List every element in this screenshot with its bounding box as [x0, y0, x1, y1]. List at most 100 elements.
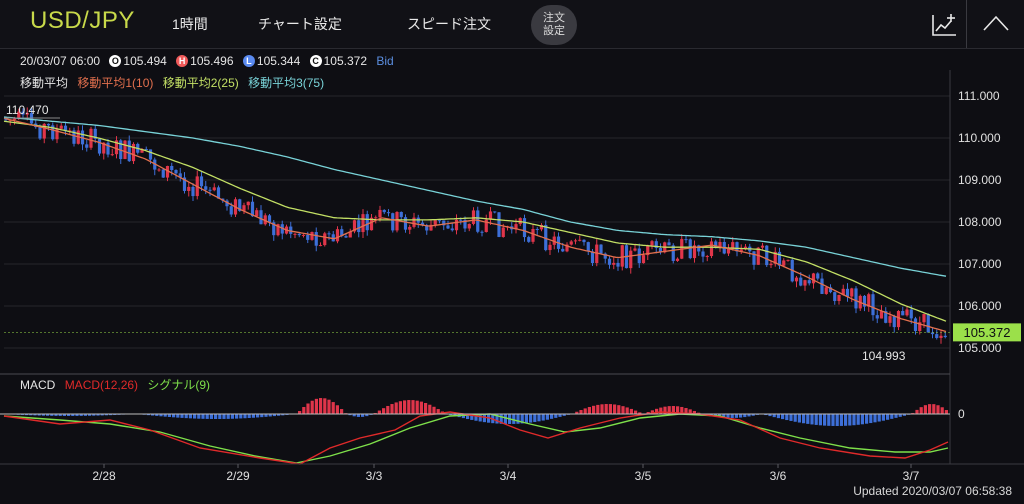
speed-order-button[interactable]: スピード注文 — [407, 16, 491, 32]
macd-hist-bar — [415, 400, 419, 414]
candle-body — [102, 142, 106, 154]
macd-hist-bar — [46, 414, 50, 416]
candle-body — [17, 111, 21, 119]
candle-body — [535, 228, 539, 230]
macd-hist-bar — [146, 414, 150, 416]
macd-hist-bar — [62, 414, 66, 416]
close-badge: C — [309, 55, 322, 67]
macd-hist-bar — [596, 404, 600, 414]
candle-body — [459, 219, 463, 221]
macd-hist-bar — [877, 414, 881, 422]
macd-hist-bar — [655, 408, 659, 414]
macd-hist-bar — [810, 414, 814, 425]
candle-body — [578, 239, 582, 241]
candle-body — [905, 309, 909, 316]
candle-body — [182, 177, 187, 191]
macd-hist-bar — [940, 407, 944, 414]
macd-hist-bar — [747, 414, 751, 417]
candle-body — [850, 288, 854, 297]
candle-body — [816, 273, 820, 279]
macd-hist-bar — [155, 414, 159, 416]
macd-hist-bar — [650, 410, 654, 414]
candle-body — [42, 123, 46, 139]
macd-hist-bar — [592, 405, 596, 414]
candle-body — [739, 249, 743, 252]
candle-body — [382, 209, 386, 213]
candle-body — [493, 211, 497, 213]
macd-hist-bar — [109, 414, 113, 416]
macd-hist-bar — [163, 414, 167, 417]
candle-body — [361, 214, 365, 233]
macd-hist-bar — [613, 404, 617, 414]
candle-body — [301, 234, 306, 236]
macd-hist-bar — [54, 414, 58, 416]
currency-pair-label[interactable]: USD/JPY — [30, 7, 135, 34]
high-annotation: 110.470 — [6, 103, 49, 117]
macd-hist-bar — [860, 414, 864, 425]
ma3-line — [3, 116, 947, 277]
candle-body — [208, 189, 212, 191]
macd-hist-bar — [79, 414, 83, 416]
candle-body — [110, 154, 114, 156]
candle-body — [828, 287, 833, 293]
order-settings-button[interactable]: 注文 設定 — [531, 5, 577, 45]
candle-body — [246, 201, 250, 206]
macd-hist-bar — [180, 414, 184, 418]
current-price-badge — [953, 323, 1021, 342]
macd-hist-bar — [184, 414, 188, 419]
candle-body — [174, 170, 178, 174]
macd-hist-bar — [776, 414, 780, 419]
indicator-add-icon[interactable] — [930, 12, 958, 38]
macd-hist-bar — [550, 414, 554, 419]
bar-datetime: 20/03/07 06:00 — [20, 54, 101, 68]
candle-body — [85, 144, 89, 148]
candle-body — [544, 224, 548, 251]
candle-body — [582, 239, 586, 243]
price-chart[interactable]: 111.000 110.000 109.000 108.000 107.000 106.0… — [0, 70, 1024, 484]
candle-body — [709, 241, 714, 257]
date-axis-label: 2/29 — [226, 469, 250, 483]
timeframe-button[interactable]: 1時間 — [172, 16, 208, 32]
candle-body — [675, 258, 680, 261]
macd-hist-bar — [520, 414, 524, 424]
candle-body — [170, 165, 174, 171]
ma2-legend: 移動平均2(25) — [162, 76, 239, 90]
macd-hist-bar — [751, 414, 755, 416]
moving-average-legend: 移動平均 移動平均1(10) 移動平均2(25) 移動平均3(75) — [20, 74, 330, 91]
macd-hist-bar — [407, 400, 411, 414]
candle-body — [637, 248, 641, 264]
price-axis-label: 105.000 — [958, 341, 1002, 355]
candle-body — [697, 245, 701, 252]
macd-hist-bar — [92, 414, 96, 416]
candle-body — [612, 262, 616, 265]
macd-hist-bar — [172, 414, 176, 418]
macd-hist-bar — [461, 414, 465, 419]
candle-body — [735, 242, 739, 252]
candle-body — [684, 239, 688, 241]
chart-settings-button[interactable]: チャート設定 — [258, 16, 342, 32]
candle-body — [501, 227, 505, 237]
macd-hist-bar — [797, 414, 801, 423]
candle-body — [692, 245, 697, 259]
candle-body — [841, 288, 845, 295]
candle-body — [59, 125, 63, 129]
candle-body — [386, 212, 391, 214]
macd-hist-bar — [806, 414, 810, 424]
high-value: 105.496 — [190, 54, 234, 68]
candle-body — [293, 233, 297, 235]
macd-line — [3, 411, 949, 465]
macd-hist-bar — [537, 414, 541, 422]
macd-hist-bar — [617, 405, 621, 414]
macd-hist-bar — [100, 414, 104, 416]
macd-hist-bar — [533, 414, 537, 422]
macd-hist-bar — [264, 414, 268, 417]
chevron-up-icon[interactable] — [982, 14, 1010, 32]
macd-hist-bar — [848, 414, 852, 426]
macd-hist-bar — [335, 405, 339, 414]
macd-hist-bar — [361, 414, 365, 417]
candle-body — [909, 309, 913, 319]
ma3-legend: 移動平均3(75) — [248, 76, 325, 90]
candle-body — [106, 142, 110, 155]
candle-body — [242, 205, 246, 211]
candle-body — [408, 226, 412, 230]
